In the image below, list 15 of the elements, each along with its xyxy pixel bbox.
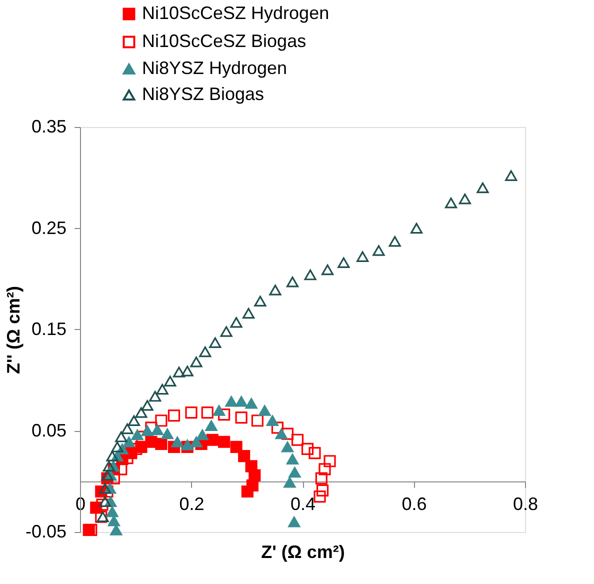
x-tick-label: 0.4 [290,494,316,514]
x-axis-title: Z' (Ω cm²) [261,542,345,562]
y-tick-label: 0.05 [31,420,66,440]
x-tick-label: 0.6 [402,494,427,514]
x-tick-label: 0.2 [179,494,204,514]
y-tick-label: 0.15 [31,319,66,339]
legend-label: Ni10ScCeSZ Biogas [142,31,306,51]
legend-label: Ni10ScCeSZ Hydrogen [142,3,330,23]
x-tick-label: 0.8 [512,494,538,514]
y-tick-label: 0.25 [31,218,66,238]
y-tick-label: -0.05 [25,522,66,542]
y-axis-title: Z'' (Ω cm²) [3,286,24,374]
legend-label: Ni8YSZ Hydrogen [142,58,288,78]
legend-label: Ni8YSZ Biogas [142,84,264,104]
y-tick-label: 0.35 [31,116,66,136]
